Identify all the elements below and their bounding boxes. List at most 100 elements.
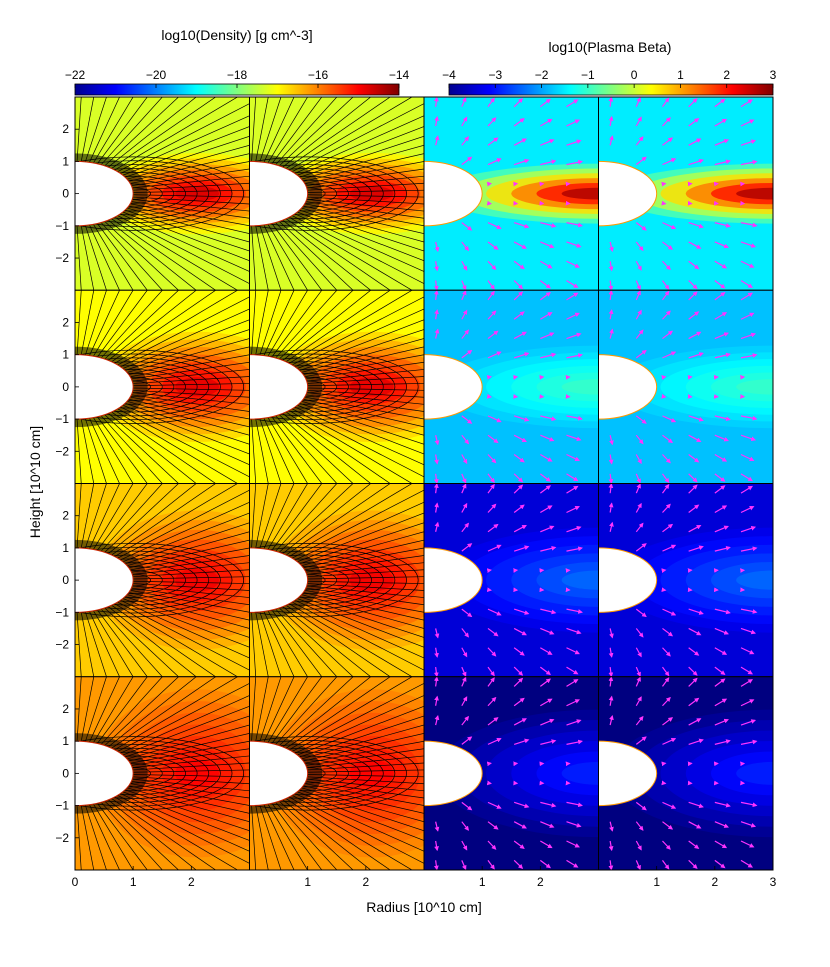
field-line xyxy=(84,225,107,291)
field-line xyxy=(131,780,250,799)
velocity-arrow xyxy=(513,627,527,636)
field-line xyxy=(275,290,338,359)
field-line xyxy=(89,97,120,163)
velocity-arrow xyxy=(688,138,702,146)
field-loop xyxy=(75,744,221,803)
field-line xyxy=(124,402,250,445)
field-line xyxy=(104,221,180,291)
field-line xyxy=(117,795,250,864)
field-line xyxy=(299,596,424,638)
field-line xyxy=(84,804,107,870)
field-line xyxy=(251,290,257,355)
velocity-arrow xyxy=(608,309,614,320)
star xyxy=(249,354,309,420)
velocity-arrow xyxy=(662,241,674,250)
velocity-arrow xyxy=(487,97,495,108)
velocity-arrow xyxy=(714,821,729,828)
colorbar-tick-label: −22 xyxy=(65,68,86,82)
velocity-arrow xyxy=(566,840,580,848)
x-tick-label: 1 xyxy=(479,875,486,889)
field-line xyxy=(305,780,424,799)
field-line xyxy=(111,97,217,169)
velocity-arrow xyxy=(740,525,757,533)
field-line xyxy=(251,676,257,742)
field-line xyxy=(275,608,338,677)
field-line xyxy=(305,394,424,412)
field-line xyxy=(259,290,282,356)
field-line xyxy=(278,676,354,746)
velocity-arrow xyxy=(662,310,671,320)
field-line xyxy=(80,97,95,162)
velocity-arrow xyxy=(635,483,641,494)
velocity-arrow xyxy=(688,484,698,494)
velocity-arrow xyxy=(487,840,497,850)
velocity-arrow xyxy=(461,329,470,339)
field-line xyxy=(303,732,424,762)
velocity-arrow xyxy=(539,98,551,108)
x-tick-label: 1 xyxy=(653,875,660,889)
field-line xyxy=(263,483,295,550)
velocity-arrow xyxy=(662,330,674,340)
velocity-arrow xyxy=(608,280,614,291)
field-line xyxy=(114,676,239,751)
beta-panel xyxy=(598,676,773,870)
velocity-arrow xyxy=(714,627,729,635)
velocity-arrow xyxy=(566,292,579,301)
field-line xyxy=(76,676,82,742)
field-line xyxy=(76,419,82,484)
field-line xyxy=(304,740,424,764)
field-line xyxy=(80,612,95,677)
field-line xyxy=(259,804,282,870)
y-tick-label: 0 xyxy=(62,573,69,587)
field-line xyxy=(100,608,163,677)
velocity-arrow xyxy=(635,801,647,811)
field-line xyxy=(117,489,250,559)
field-line xyxy=(307,182,424,191)
x-tick-label: 0 xyxy=(72,875,79,889)
field-line xyxy=(76,225,82,291)
velocity-arrow xyxy=(609,241,614,253)
field-loop xyxy=(75,550,221,610)
velocity-arrow xyxy=(688,454,700,463)
velocity-arrow xyxy=(714,840,728,849)
y-tick-label: −2 xyxy=(55,444,69,458)
velocity-arrow xyxy=(461,821,470,831)
velocity-arrow xyxy=(714,352,731,359)
field-line xyxy=(306,562,424,575)
field-line xyxy=(285,290,391,363)
velocity-arrow xyxy=(714,525,729,533)
velocity-arrow xyxy=(608,667,614,677)
velocity-arrow xyxy=(662,415,677,423)
velocity-arrow xyxy=(635,222,647,231)
field-loop xyxy=(75,740,233,807)
velocity-arrow xyxy=(461,628,470,638)
field-line xyxy=(130,589,250,613)
velocity-arrow xyxy=(714,453,728,462)
velocity-arrow xyxy=(688,98,698,108)
field-line xyxy=(255,483,269,549)
velocity-arrow xyxy=(513,311,525,320)
field-line xyxy=(307,769,424,773)
velocity-arrow xyxy=(688,718,702,726)
field-line xyxy=(128,153,250,182)
velocity-arrow xyxy=(513,138,527,146)
field-line xyxy=(299,209,424,252)
velocity-arrow xyxy=(740,719,757,726)
velocity-arrow xyxy=(513,718,527,726)
field-line xyxy=(263,417,295,484)
field-loop xyxy=(249,550,396,610)
field-line xyxy=(271,802,323,870)
field-line xyxy=(307,580,424,584)
velocity-arrow xyxy=(566,159,583,166)
velocity-arrow xyxy=(635,821,644,831)
velocity-arrow xyxy=(635,349,647,359)
velocity-arrow xyxy=(513,821,527,829)
velocity-arrow xyxy=(662,523,674,533)
field-line xyxy=(297,211,424,262)
velocity-arrow xyxy=(434,328,440,339)
field-line xyxy=(133,576,250,580)
velocity-arrow xyxy=(513,222,530,229)
field-line xyxy=(124,715,250,758)
field-line xyxy=(255,290,269,355)
velocity-arrow xyxy=(513,291,524,301)
